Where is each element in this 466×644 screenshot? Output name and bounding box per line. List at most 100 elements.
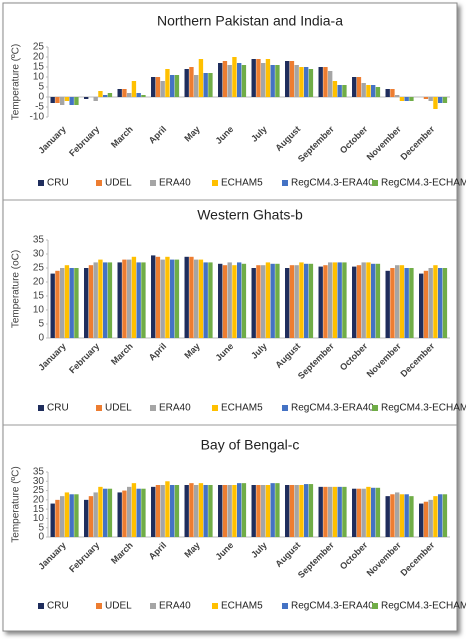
bar xyxy=(55,97,60,103)
bar xyxy=(198,259,204,338)
bar xyxy=(165,69,170,97)
bar xyxy=(194,259,199,338)
bar xyxy=(399,97,405,101)
bar xyxy=(107,93,113,97)
bar xyxy=(174,485,180,537)
bar xyxy=(74,268,79,338)
bar xyxy=(375,87,381,97)
legend-label: UDEL xyxy=(105,178,132,189)
bar xyxy=(50,97,55,103)
bar xyxy=(136,262,141,338)
bar xyxy=(64,97,70,101)
bar xyxy=(102,488,108,537)
bar xyxy=(419,273,424,338)
bar xyxy=(107,488,113,537)
legend-swatch xyxy=(282,603,288,609)
bar xyxy=(241,65,247,97)
bar xyxy=(222,485,228,537)
bar xyxy=(375,487,381,537)
bar xyxy=(184,485,189,537)
bar xyxy=(74,494,79,537)
bar xyxy=(323,67,328,97)
bar xyxy=(131,256,137,338)
bar xyxy=(318,67,323,97)
bar xyxy=(308,263,314,338)
bar xyxy=(366,486,371,537)
bar xyxy=(299,262,304,338)
bar xyxy=(342,262,347,338)
y-tick-label: 0 xyxy=(38,532,44,543)
bar xyxy=(356,77,362,97)
bar xyxy=(64,492,70,537)
bar xyxy=(428,97,433,101)
bar xyxy=(437,494,443,537)
legend-swatch xyxy=(96,405,102,411)
bar xyxy=(69,268,74,338)
bar xyxy=(131,483,137,537)
bar xyxy=(107,262,113,338)
bar xyxy=(361,488,366,537)
bar xyxy=(356,265,362,338)
bar xyxy=(198,59,204,97)
bar xyxy=(289,485,295,537)
legend-swatch xyxy=(38,180,44,186)
legend-label: CRU xyxy=(47,403,69,414)
bar xyxy=(337,85,342,97)
bar xyxy=(390,494,395,537)
bar xyxy=(55,499,60,537)
bar xyxy=(241,483,247,537)
bar xyxy=(409,496,414,537)
bar xyxy=(122,259,127,338)
y-axis-label: Temperature (ºC) xyxy=(11,466,22,542)
bar xyxy=(88,496,94,537)
bar xyxy=(169,75,175,97)
bar xyxy=(74,97,79,105)
bar xyxy=(155,77,161,97)
bar xyxy=(208,262,213,338)
y-tick-label: 15 xyxy=(33,62,45,73)
bar xyxy=(127,486,132,537)
y-tick-label: -10 xyxy=(30,112,45,123)
bar xyxy=(60,268,65,338)
bar xyxy=(308,69,314,97)
bar xyxy=(251,59,256,97)
legend-swatch xyxy=(372,405,378,411)
legend-swatch xyxy=(38,603,44,609)
legend-label: ERA40 xyxy=(159,178,191,189)
bar xyxy=(366,262,371,338)
bar xyxy=(428,499,433,537)
bar xyxy=(98,91,103,97)
bar xyxy=(84,268,89,338)
bar xyxy=(352,488,357,537)
bar xyxy=(208,73,213,97)
legend-label: RegCM4.3-ECHAM5 xyxy=(381,601,466,612)
y-tick-label: 35 xyxy=(33,467,45,478)
bar xyxy=(184,69,189,97)
bar xyxy=(318,266,323,338)
bar xyxy=(189,483,194,537)
y-axis-label: Temperature (oC) xyxy=(11,250,22,328)
bar xyxy=(337,486,342,537)
bar xyxy=(399,265,405,338)
bar xyxy=(299,67,304,97)
y-tick-label: 15 xyxy=(33,291,45,302)
bar xyxy=(218,63,223,97)
y-tick-label: 20 xyxy=(33,494,45,505)
bar xyxy=(294,265,299,338)
legend-label: RegCM4.3-ERA40 xyxy=(291,178,374,189)
bar xyxy=(50,503,55,537)
bar xyxy=(127,93,132,97)
y-tick-label: 10 xyxy=(33,72,45,83)
legend-label: UDEL xyxy=(105,601,132,612)
bar xyxy=(352,77,357,97)
bar xyxy=(151,486,156,537)
bar xyxy=(423,501,429,537)
bar xyxy=(409,268,414,338)
bar xyxy=(308,484,314,537)
legend-label: ERA40 xyxy=(159,601,191,612)
legend-swatch xyxy=(212,405,218,411)
bar xyxy=(218,485,223,537)
bar xyxy=(155,485,161,537)
bar xyxy=(194,75,199,97)
